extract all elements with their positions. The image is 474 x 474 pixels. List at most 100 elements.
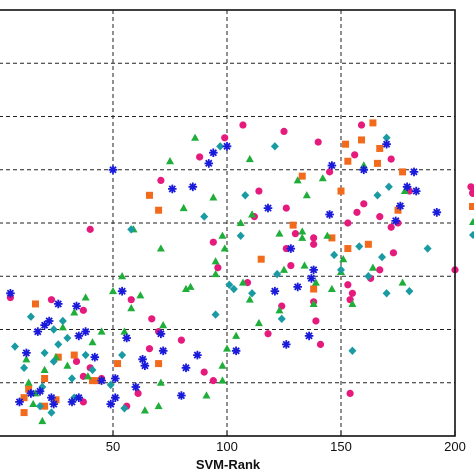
data-point-square <box>289 221 297 229</box>
data-point-diamond <box>229 284 238 294</box>
data-point-triangle <box>339 255 348 263</box>
data-point-triangle <box>400 186 409 195</box>
data-point-triangle <box>302 191 311 199</box>
data-point-circle <box>312 317 320 325</box>
data-point-circle <box>47 296 56 304</box>
data-point-square <box>373 159 381 167</box>
data-point-diamond <box>49 325 58 334</box>
data-point-square <box>257 255 265 263</box>
legend-fragment <box>469 189 474 239</box>
data-point-square <box>88 377 96 385</box>
data-point-triangle <box>298 227 307 235</box>
data-point-circle <box>127 296 135 304</box>
data-point-triangle <box>88 338 97 346</box>
data-point-circle <box>351 151 359 159</box>
data-point-circle <box>291 230 299 238</box>
data-point-asterisk <box>156 329 166 339</box>
data-point-asterisk <box>396 201 405 211</box>
data-point-triangle <box>29 399 38 408</box>
data-point-diamond <box>355 242 364 251</box>
data-point-circle <box>376 266 384 274</box>
data-point-triangle <box>254 318 263 327</box>
data-point-circle <box>282 204 290 212</box>
data-point-diamond <box>423 244 432 253</box>
data-point-square <box>337 187 345 195</box>
data-point-diamond <box>248 289 257 298</box>
data-point-asterisk <box>33 327 43 336</box>
data-point-diamond <box>270 142 279 151</box>
data-point-triangle <box>248 210 257 218</box>
data-point-asterisk <box>117 286 127 296</box>
data-point-triangle <box>154 401 163 410</box>
data-point-circle <box>316 340 325 349</box>
data-point-diamond <box>26 312 35 321</box>
data-point-asterisk <box>158 346 168 356</box>
data-point-triangle <box>58 323 67 331</box>
data-point-triangle <box>202 391 211 399</box>
data-point-triangle <box>236 218 245 226</box>
data-point-circle <box>72 357 81 366</box>
data-point-diamond <box>127 225 136 234</box>
data-point-circle <box>134 389 142 397</box>
data-point-circle <box>344 281 352 289</box>
data-point-circle <box>310 240 318 248</box>
data-point-asterisk <box>44 316 54 326</box>
data-point-diamond <box>236 231 245 240</box>
data-point-asterisk <box>231 346 241 356</box>
legend-marker-diamond <box>469 231 474 239</box>
data-point-asterisk <box>411 186 421 196</box>
data-point-triangle <box>81 293 90 301</box>
data-point-diamond <box>225 280 234 289</box>
data-point-circle <box>387 155 395 163</box>
data-point-triangle <box>179 203 188 212</box>
data-point-triangle <box>323 231 332 239</box>
data-point-circle <box>314 138 322 146</box>
data-point-diamond <box>58 316 67 326</box>
data-point-triangle <box>298 233 307 241</box>
data-point-triangle <box>156 244 165 252</box>
data-point-asterisk <box>193 350 202 360</box>
x-tick-label: 150 <box>330 439 352 454</box>
data-point-asterisk <box>15 397 24 407</box>
data-point-asterisk <box>72 301 81 311</box>
data-point-triangle <box>223 344 231 352</box>
data-point-triangle <box>275 306 284 314</box>
data-point-asterisk <box>327 161 337 170</box>
data-point-triangle <box>218 361 227 369</box>
data-point-diamond <box>277 314 286 324</box>
data-point-diamond <box>88 365 97 375</box>
data-point-triangle <box>22 355 31 363</box>
data-point-triangle <box>293 176 302 184</box>
data-point-triangle <box>327 284 336 293</box>
data-point-square <box>342 140 350 148</box>
data-point-diamond <box>330 250 339 260</box>
data-point-asterisk <box>286 244 296 253</box>
data-point-asterisk <box>168 184 177 194</box>
data-point-circle <box>348 289 356 297</box>
data-point-asterisk <box>270 286 280 296</box>
data-point-square <box>93 377 101 385</box>
data-point-diamond <box>211 310 220 319</box>
data-point-square <box>394 206 402 214</box>
data-point-asterisk <box>22 348 31 358</box>
data-point-asterisk <box>359 165 369 175</box>
data-point-triangle <box>181 284 190 293</box>
data-point-square <box>41 402 49 410</box>
data-point-square <box>328 234 336 242</box>
data-point-asterisk <box>67 397 77 407</box>
data-point-circle <box>209 377 217 385</box>
data-point-triangle <box>368 263 377 271</box>
data-point-asterisk <box>309 265 318 275</box>
data-point-circle <box>287 262 295 270</box>
data-point-square <box>399 168 407 176</box>
data-point-triangle <box>40 365 49 373</box>
data-point-diamond <box>36 401 45 411</box>
data-point-triangle <box>83 372 92 380</box>
data-point-asterisk <box>304 331 314 341</box>
data-point-circle <box>79 306 87 314</box>
data-point-triangle <box>38 416 47 425</box>
data-point-asterisk <box>209 148 218 157</box>
data-point-square <box>344 157 352 165</box>
data-point-square <box>155 360 163 368</box>
